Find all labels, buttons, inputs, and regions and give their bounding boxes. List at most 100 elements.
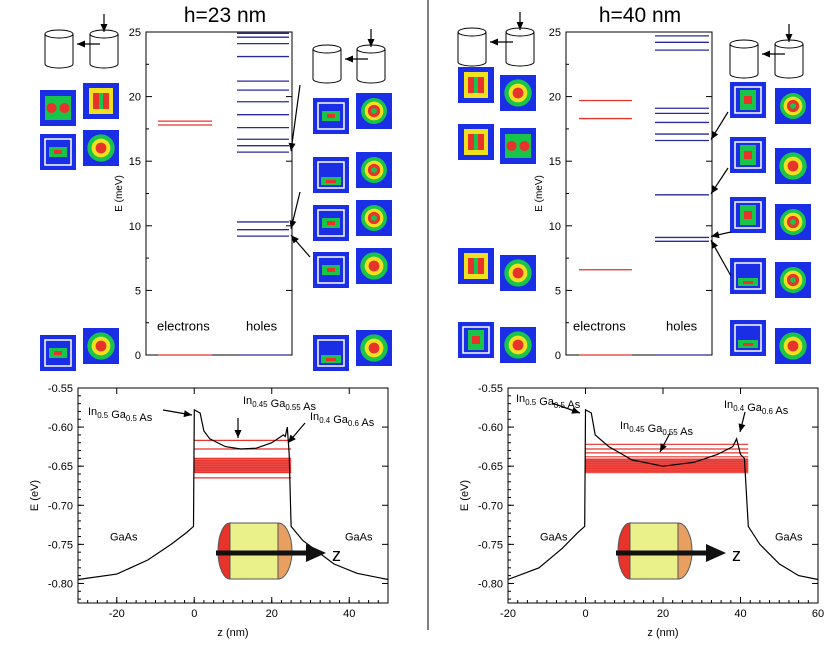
- thumb-node: [99, 93, 103, 109]
- formula-subscript: 0.5: [525, 398, 537, 407]
- label-arrow: [162, 409, 193, 418]
- formula-subscript: 0.5: [97, 411, 109, 420]
- y-tick-label: 0: [555, 350, 561, 362]
- y-axis-label: E (meV): [534, 175, 545, 212]
- formula-element: Ga: [536, 396, 555, 408]
- thumb-outline: [44, 138, 72, 166]
- y-tick-label: -0.75: [478, 539, 503, 551]
- y-tick-label: 15: [549, 156, 561, 168]
- formula-element: In: [724, 399, 733, 411]
- formula-element: As: [565, 399, 581, 411]
- y-tick-label: -0.75: [48, 539, 73, 551]
- x-tick-label: 20: [657, 608, 669, 620]
- x-tick-label: 0: [191, 608, 197, 620]
- thumb-stripe: [468, 134, 474, 150]
- thumb-core: [744, 96, 752, 104]
- in05-label: In0.5 Ga0.5 As: [88, 406, 153, 424]
- formula-subscript: 0.5: [126, 414, 138, 423]
- wavefunction-thumb: [775, 262, 811, 298]
- thumb-outline: [734, 262, 762, 290]
- formula-subscript: 0.4: [319, 416, 331, 425]
- potential-panel-0: -0.55 -0.60 -0.65 -0.70 -0.75 -0.80 -20 0 20 40 E …: [29, 383, 389, 639]
- thumb-outline: [44, 339, 72, 367]
- formula-element: Ga: [108, 409, 127, 421]
- arrow-head: [660, 443, 667, 452]
- potential-curve: [507, 408, 819, 581]
- arrow-head: [367, 39, 375, 47]
- thumb-ring-core: [371, 108, 377, 114]
- wavefunction-thumb: [458, 322, 494, 358]
- formula-element: Ga: [330, 414, 349, 426]
- formula-element: In: [310, 411, 319, 423]
- thumb-stripe: [478, 77, 484, 93]
- cyl-body: [312, 49, 342, 84]
- wavefunction-thumb: [313, 157, 349, 193]
- arrow-head: [100, 24, 108, 32]
- wavefunction-thumb: [775, 88, 811, 124]
- y-tick-label: -0.65: [478, 461, 503, 473]
- y-tick-label: 25: [129, 27, 141, 39]
- wavefunction-thumb: [775, 204, 811, 240]
- gaas-right-label: GaAs: [775, 531, 803, 543]
- dot-geometry-icon: [312, 44, 342, 84]
- y-tick-label: 10: [129, 221, 141, 233]
- thumb-outline: [317, 161, 345, 189]
- gaas-left-label: GaAs: [110, 531, 138, 543]
- gaas-right-label: GaAs: [345, 531, 373, 543]
- formula-subscript: 0.55: [285, 403, 301, 412]
- wavefunction-thumb: [313, 335, 349, 371]
- wavefunction-thumb: [40, 90, 76, 126]
- arrow-head: [345, 55, 353, 63]
- formula-element: In: [88, 406, 97, 418]
- thumb-band-core: [326, 358, 336, 361]
- y-tick-label: -0.80: [478, 578, 503, 590]
- dot-arrow-icon: [100, 14, 108, 32]
- formula-subscript: 0.45: [252, 400, 268, 409]
- thumb-node: [474, 134, 478, 150]
- level-band: [194, 459, 292, 474]
- energy-levels-panel-1: 0 5 10 15 20 25 E (meV) electrons holes: [534, 27, 713, 362]
- thumb-outline: [317, 102, 345, 130]
- dot-arrow-icon: [762, 50, 785, 58]
- wavefunction-thumb: [775, 148, 811, 184]
- thumb-band-core: [326, 180, 336, 183]
- arrow-head: [288, 434, 296, 443]
- y-tick-label: 5: [135, 285, 141, 297]
- holes-label: holes: [666, 318, 698, 333]
- z-axis-label: z: [332, 545, 341, 565]
- wavefunction-thumb: [500, 128, 536, 164]
- in04-label: In0.4 Ga0.6 As: [724, 399, 789, 417]
- level-arrow: [710, 231, 732, 239]
- thumb-core: [512, 339, 524, 351]
- thumb-band-core: [327, 114, 335, 118]
- thumb-band-core: [327, 268, 335, 272]
- arrow-head: [516, 22, 524, 30]
- dot-geometry-icon: [44, 29, 74, 69]
- in045-label: In0.45 Ga0.55 As: [620, 420, 693, 438]
- wavefunction-thumb: [356, 200, 392, 236]
- thumb-ring-core: [371, 167, 377, 173]
- y-tick-label: -0.55: [478, 383, 503, 395]
- wavefunction-thumb: [730, 197, 766, 233]
- arrow-shaft: [290, 84, 301, 152]
- dot-geometry-icon: [356, 44, 386, 84]
- arrow-head: [762, 50, 770, 58]
- thumb-lobe: [519, 140, 530, 152]
- y-axis-label: E (eV): [29, 480, 41, 511]
- arrow-head: [785, 34, 793, 42]
- wavefunction-thumb: [356, 152, 392, 188]
- thumb-lobe: [46, 102, 57, 114]
- dot-arrow-icon: [77, 40, 100, 48]
- wavefunction-thumb: [775, 328, 811, 364]
- formula-subscript: 0.6: [762, 407, 774, 416]
- cyl-body: [457, 32, 487, 67]
- in04-label: In0.4 Ga0.6 As: [310, 411, 375, 429]
- thumb-outline: [734, 141, 762, 169]
- thumb-core: [95, 142, 107, 154]
- x-axis-label: z (nm): [217, 627, 248, 639]
- gaas-left-label: GaAs: [540, 531, 568, 543]
- wavefunction-thumb: [730, 258, 766, 294]
- plot-frame: [565, 31, 713, 356]
- y-tick-label: 10: [549, 221, 561, 233]
- dot-arrow-icon: [785, 24, 793, 42]
